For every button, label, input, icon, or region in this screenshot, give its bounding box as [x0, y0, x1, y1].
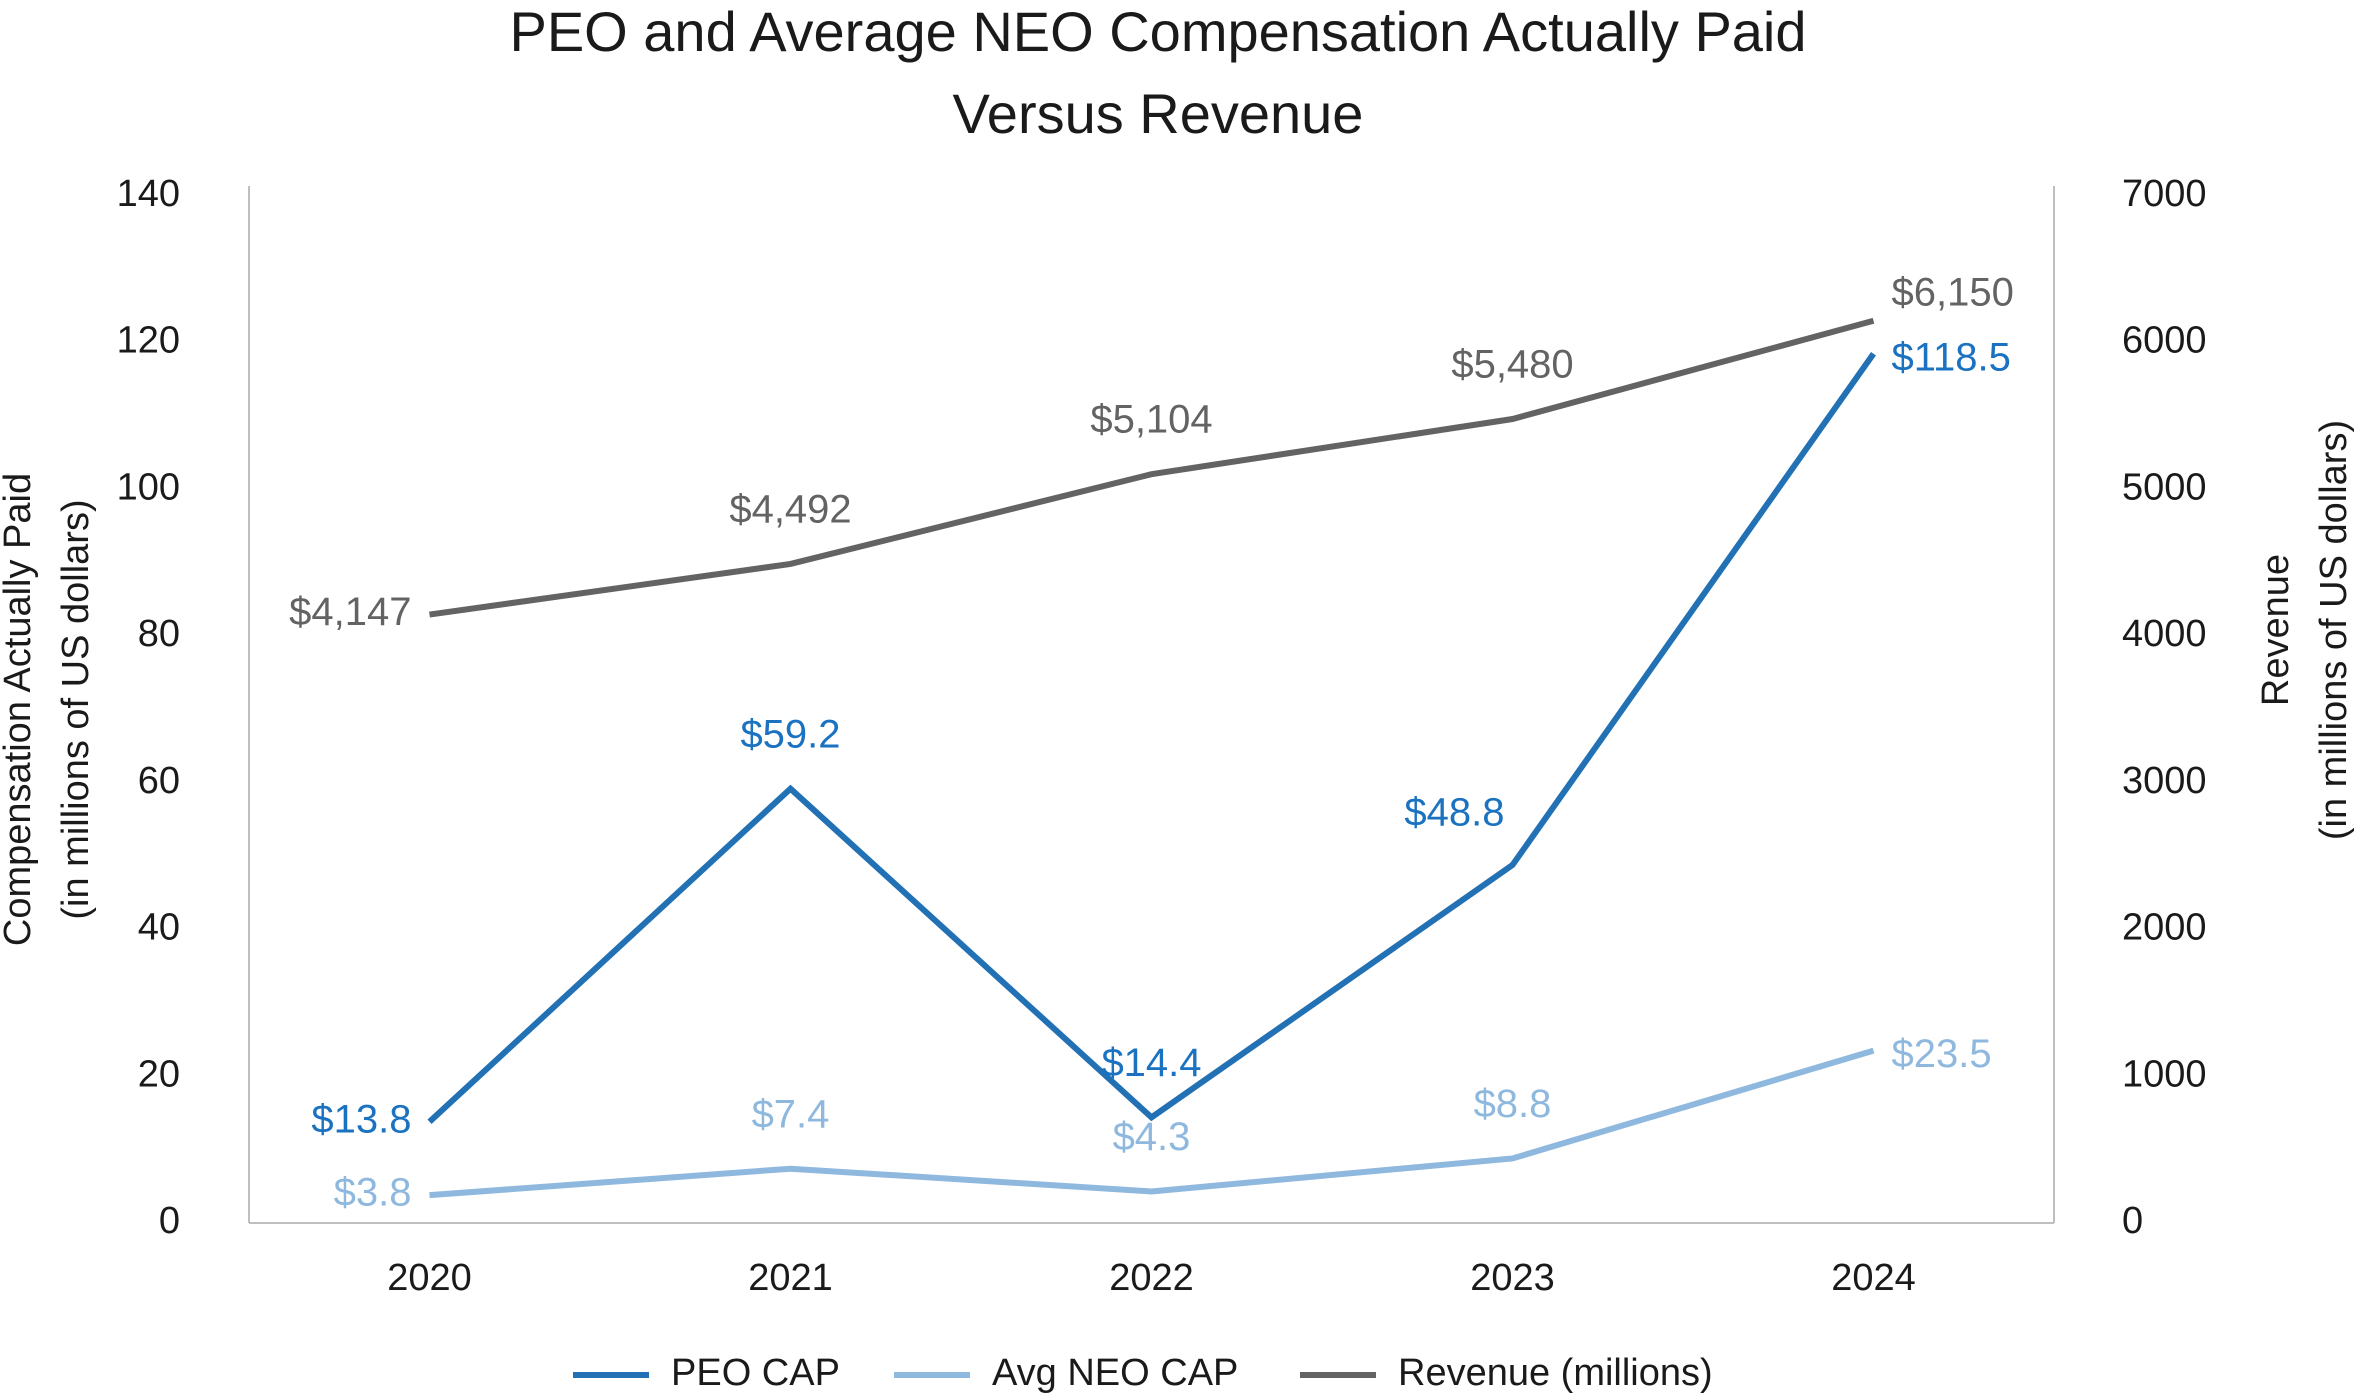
y-tick-label: 40	[138, 907, 180, 949]
y2-axis-title: Revenue	[2255, 554, 2297, 706]
chart-title: PEO and Average NEO Compensation Actuall…	[509, 0, 1806, 63]
value-label: $13.8	[311, 1097, 411, 1141]
y2-tick-label: 5000	[2122, 466, 2207, 508]
y-tick-label: 20	[138, 1053, 180, 1095]
y-tick-label: 140	[117, 173, 180, 215]
y2-tick-label: 6000	[2122, 320, 2207, 362]
x-tick-label: 2021	[748, 1257, 833, 1299]
y2-tick-label: 3000	[2122, 760, 2207, 802]
legend-label: Avg NEO CAP	[992, 1352, 1238, 1394]
y2-tick-label: 1000	[2122, 1053, 2207, 1095]
value-label: $23.5	[1892, 1032, 1992, 1076]
y2-axis-title: (in millions of US dollars)	[2313, 420, 2355, 840]
legend-label: Revenue (millions)	[1398, 1352, 1713, 1394]
value-label: $8.8	[1474, 1082, 1552, 1126]
y-axis-title: (in millions of US dollars)	[55, 499, 97, 919]
value-label: $14.4	[1101, 1041, 1201, 1085]
x-tick-label: 2020	[387, 1257, 472, 1299]
y2-tick-label: 2000	[2122, 907, 2207, 949]
value-label: $3.8	[334, 1171, 412, 1215]
y2-tick-label: 4000	[2122, 613, 2207, 655]
y-axis-title: Compensation Actually Paid	[0, 473, 39, 946]
y-tick-label: 120	[117, 320, 180, 362]
y-tick-label: 0	[159, 1200, 180, 1242]
y2-tick-label: 7000	[2122, 173, 2207, 215]
value-label: $5,480	[1451, 343, 1573, 387]
y-tick-label: 100	[117, 466, 180, 508]
value-label: $4.3	[1113, 1115, 1191, 1159]
value-label: $4,492	[729, 488, 851, 532]
value-label: $118.5	[1892, 335, 2011, 379]
value-label: $4,147	[289, 590, 411, 634]
series-line	[429, 317, 1875, 618]
y-tick-label: 80	[138, 613, 180, 655]
series-line	[427, 351, 1876, 1124]
x-tick-label: 2024	[1831, 1257, 1916, 1299]
series-line	[429, 1047, 1875, 1199]
legend-label: PEO CAP	[671, 1352, 840, 1394]
value-label: $48.8	[1404, 791, 1504, 835]
value-label: $59.2	[740, 712, 840, 756]
chart-title: Versus Revenue	[953, 82, 1364, 145]
value-label: $7.4	[752, 1092, 830, 1136]
y2-tick-label: 0	[2122, 1200, 2143, 1242]
x-tick-label: 2022	[1109, 1257, 1194, 1299]
value-label: $5,104	[1090, 398, 1212, 442]
x-tick-label: 2023	[1470, 1257, 1555, 1299]
y-tick-label: 60	[138, 760, 180, 802]
value-label: $6,150	[1892, 270, 2014, 314]
